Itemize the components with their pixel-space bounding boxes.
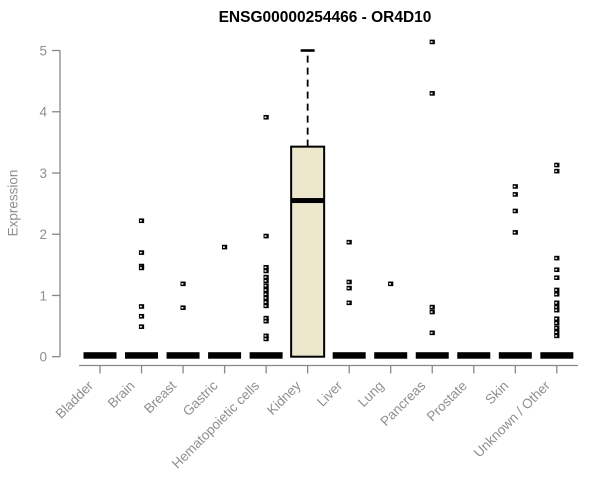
boxplot-box-unknown-other xyxy=(540,352,574,359)
outlier-point-center xyxy=(555,170,558,172)
boxplot-box-gastric xyxy=(208,352,242,359)
x-axis-label-pancreas: Pancreas xyxy=(377,378,428,429)
boxplot-box-pancreas xyxy=(415,352,449,359)
outlier-point-center xyxy=(555,277,558,279)
y-axis-tick-label: 1 xyxy=(39,288,47,303)
outlier-point-center xyxy=(264,293,267,296)
outlier-point-center xyxy=(264,280,267,282)
boxplot-box-liver xyxy=(332,352,366,359)
boxplot-box-brain xyxy=(125,352,159,359)
outlier-point-center xyxy=(181,283,184,285)
outlier-point-center xyxy=(264,317,267,319)
outlier-point-center xyxy=(555,331,558,334)
outlier-point-center xyxy=(555,269,558,271)
outlier-point-center xyxy=(139,315,142,318)
outlier-point-center xyxy=(264,235,267,237)
x-axis-label-breast: Breast xyxy=(141,378,179,416)
x-axis-label-brain: Brain xyxy=(105,378,138,411)
outlier-point-center xyxy=(555,306,558,308)
outlier-point-center xyxy=(264,284,267,287)
y-axis-tick-label: 3 xyxy=(39,166,47,181)
outlier-point-center xyxy=(430,311,433,313)
outlier-point-center xyxy=(513,185,516,188)
outlier-point-center xyxy=(264,270,267,272)
outlier-point-center xyxy=(222,246,225,248)
outlier-point-center xyxy=(347,241,350,243)
outlier-point-center xyxy=(139,325,142,328)
x-axis-label-lung: Lung xyxy=(355,378,387,410)
boxplot-box-breast xyxy=(166,352,200,359)
x-axis-label-gastric: Gastric xyxy=(180,378,221,419)
outlier-point-center xyxy=(555,335,558,337)
outlier-point-center xyxy=(347,287,350,289)
outlier-point-center xyxy=(139,251,142,254)
outlier-point-center xyxy=(513,231,516,234)
outlier-point-center xyxy=(555,257,558,259)
x-axis-label-skin: Skin xyxy=(482,378,511,407)
median-line-kidney xyxy=(291,198,325,204)
outlier-point-center xyxy=(430,41,433,43)
outlier-point-center xyxy=(264,276,267,278)
x-axis-label-liver: Liver xyxy=(314,378,346,410)
outlier-point-center xyxy=(389,283,392,285)
y-axis-tick-label: 2 xyxy=(39,227,47,242)
outlier-point-center xyxy=(430,332,433,334)
outlier-point-center xyxy=(555,302,558,304)
outlier-point-center xyxy=(513,210,516,212)
boxplot-box-kidney xyxy=(290,145,326,358)
outlier-point-center xyxy=(555,309,558,311)
outlier-point-center xyxy=(264,305,267,307)
outlier-point-center xyxy=(555,293,558,296)
boxplot-box-skin xyxy=(498,352,532,359)
x-axis-label-prostate: Prostate xyxy=(424,378,470,424)
outlier-point-center xyxy=(347,302,350,304)
outlier-point-center xyxy=(139,305,142,308)
outlier-point-center xyxy=(264,266,267,269)
boxplot-box-hematopoietic-cells xyxy=(249,352,283,359)
outlier-point-center xyxy=(347,281,350,283)
x-axis-label-unknown-other: Unknown / Other xyxy=(471,378,554,461)
y-axis-tick-label: 4 xyxy=(39,105,47,120)
outlier-point-center xyxy=(430,92,433,95)
y-axis-tick-label: 0 xyxy=(39,350,47,365)
y-axis-tick-label: 5 xyxy=(39,43,47,58)
outlier-point-center xyxy=(264,297,267,299)
outlier-point-center xyxy=(264,335,267,337)
outlier-point-center xyxy=(555,318,558,320)
chart-title: ENSG00000254466 - OR4D10 xyxy=(218,9,432,26)
outlier-point-center xyxy=(555,327,558,329)
outlier-point-center xyxy=(264,338,267,340)
outlier-point-center xyxy=(555,289,558,291)
outlier-point-center xyxy=(430,306,433,308)
outlier-point-center xyxy=(264,116,267,119)
outlier-point-center xyxy=(139,220,142,222)
boxplot-box-bladder xyxy=(83,352,117,359)
x-axis-label-bladder: Bladder xyxy=(53,378,97,422)
outlier-point-center xyxy=(513,193,516,196)
outlier-point-center xyxy=(181,307,184,309)
outlier-point-center xyxy=(264,320,267,322)
outlier-point-center xyxy=(264,301,267,303)
x-axis-label-kidney: Kidney xyxy=(264,378,304,418)
outlier-point-center xyxy=(139,267,142,269)
outlier-point-center xyxy=(555,164,558,166)
boxplot-box-prostate xyxy=(457,352,491,359)
boxplot-box-lung xyxy=(374,352,408,359)
outlier-point-center xyxy=(555,322,558,324)
outlier-point-center xyxy=(264,289,267,291)
